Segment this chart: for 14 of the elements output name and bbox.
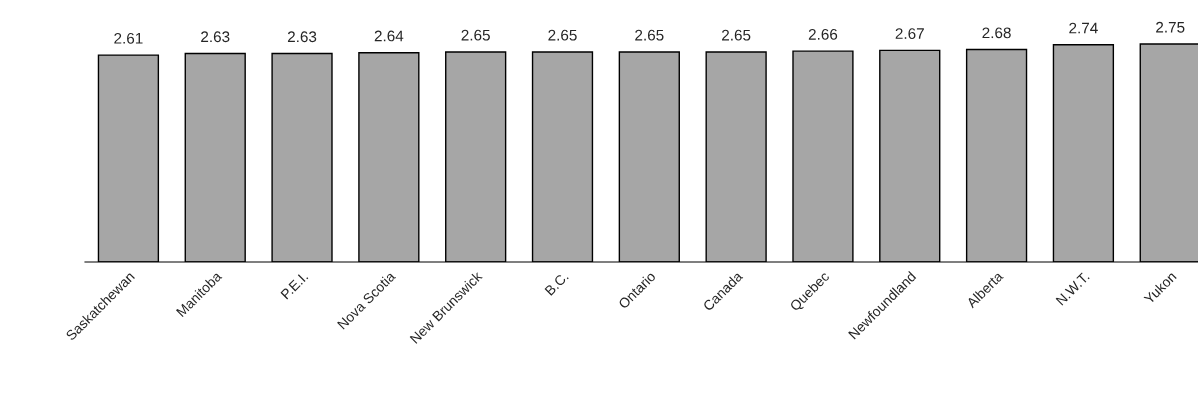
data-label: 2.75	[1156, 21, 1185, 33]
data-label: 2.68	[982, 27, 1011, 39]
x-tick-label: B.C.	[544, 271, 569, 296]
data-label: 2.63	[201, 31, 230, 43]
data-label: 2.74	[1069, 22, 1098, 34]
data-label: 2.67	[895, 28, 924, 39]
data-label: 2.66	[808, 28, 838, 40]
data-label: 2.65	[722, 29, 751, 41]
data-label: 2.65	[461, 29, 490, 41]
data-label: 2.61	[114, 32, 143, 44]
data-label: 2.64	[374, 30, 404, 42]
data-label: 2.65	[635, 29, 664, 41]
data-label: 2.63	[287, 31, 317, 43]
data-label: 2.65	[548, 29, 577, 41]
